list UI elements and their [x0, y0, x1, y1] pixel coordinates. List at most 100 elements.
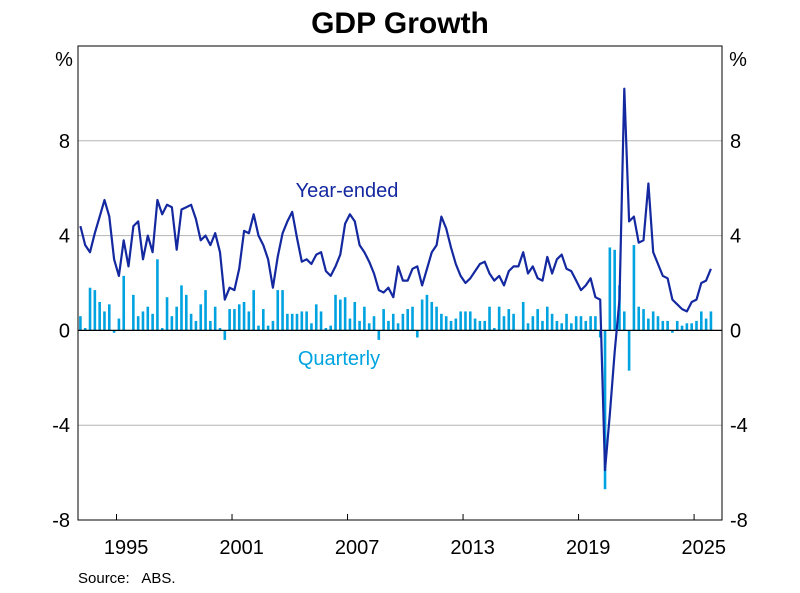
- series-label-quarterly: Quarterly: [298, 348, 380, 370]
- quarterly-bar: [165, 297, 169, 331]
- x-tick-label: 2025: [681, 537, 726, 559]
- quarterly-bar: [473, 318, 477, 331]
- quarterly-bar: [223, 330, 227, 340]
- quarterly-bar: [209, 320, 212, 331]
- y-tick-label-left: -8: [52, 510, 70, 532]
- quarterly-bar: [574, 316, 578, 331]
- quarterly-bar: [93, 290, 97, 331]
- quarterly-bar: [401, 313, 405, 331]
- quarterly-bar: [622, 311, 626, 331]
- quarterly-bar: [449, 320, 453, 331]
- quarterly-bar: [117, 318, 121, 331]
- quarterly-bar: [536, 309, 539, 331]
- quarterly-bar: [348, 318, 352, 331]
- quarterly-bar: [334, 294, 337, 331]
- quarterly-bar: [440, 313, 443, 331]
- quarterly-bar: [411, 306, 414, 331]
- quarterly-bar: [685, 323, 689, 331]
- quarterly-bar: [675, 320, 679, 331]
- quarterly-bar: [156, 259, 159, 331]
- quarterly-bar: [594, 316, 597, 331]
- quarterly-bar: [671, 330, 674, 333]
- quarterly-bar: [565, 313, 568, 331]
- quarterly-bar: [627, 330, 631, 371]
- quarterly-bar: [526, 323, 530, 331]
- quarterly-bar: [194, 320, 198, 331]
- quarterly-bar: [199, 304, 203, 331]
- quarterly-bar: [637, 306, 641, 331]
- quarterly-bar: [425, 294, 429, 331]
- quarterly-bar: [276, 290, 280, 331]
- y-unit-right: %: [729, 49, 747, 71]
- quarterly-bar: [391, 313, 395, 331]
- quarterly-bar: [257, 325, 260, 331]
- quarterly-bar: [584, 320, 588, 331]
- chart-title: GDP Growth: [311, 7, 489, 40]
- quarterly-bar: [521, 301, 525, 331]
- gridlines: [78, 140, 722, 426]
- year-ended-line-group: [79, 87, 712, 472]
- quarterly-bar: [531, 316, 535, 331]
- quarterly-bar: [632, 245, 636, 331]
- series-label-year-ended: Year-ended: [296, 180, 399, 202]
- y-tick-label-right: 4: [730, 226, 741, 248]
- quarterly-bar: [545, 306, 549, 331]
- quarterly-bar: [339, 299, 342, 331]
- quarterly-bar: [560, 323, 564, 331]
- quarterly-bar: [396, 323, 400, 331]
- x-tick-label: 2013: [450, 537, 495, 559]
- quarterly-bar: [377, 330, 381, 340]
- quarterly-bar: [367, 323, 371, 331]
- quarterly-bar: [353, 301, 357, 331]
- x-tick-label: 2019: [566, 537, 611, 559]
- quarterly-bar: [690, 323, 693, 331]
- quarterly-bar: [550, 313, 554, 331]
- quarterly-bar: [647, 318, 650, 331]
- quarterly-bar: [478, 320, 482, 331]
- y-tick-label-left: 0: [59, 320, 70, 342]
- quarterly-bar: [266, 325, 270, 331]
- quarterly-bar: [300, 311, 304, 331]
- quarterly-bar: [555, 320, 559, 331]
- quarterly-bar: [79, 316, 82, 331]
- quarterly-bar: [468, 311, 472, 331]
- quarterly-bars: [79, 245, 713, 490]
- quarterly-bar: [281, 290, 284, 331]
- source-note: Source: ABS.: [78, 570, 176, 587]
- quarterly-bar: [680, 325, 684, 331]
- quarterly-bar: [430, 301, 434, 331]
- quarterly-bar: [700, 311, 703, 331]
- quarterly-bar: [290, 313, 294, 331]
- quarterly-bar: [98, 301, 101, 331]
- quarterly-bar: [358, 320, 361, 331]
- quarterly-bar: [319, 311, 323, 331]
- quarterly-bar: [324, 328, 328, 331]
- quarterly-bar: [488, 306, 491, 331]
- quarterly-bar: [464, 311, 467, 331]
- quarterly-bar: [136, 316, 140, 331]
- y-tick-label-right: 8: [730, 131, 741, 153]
- quarterly-bar: [372, 316, 376, 331]
- quarterly-bar: [656, 316, 660, 331]
- x-tick-label: 2001: [219, 537, 264, 559]
- year-ended-line: [79, 87, 712, 472]
- quarterly-bar: [406, 309, 410, 331]
- quarterly-bar: [603, 330, 607, 490]
- quarterly-bar: [218, 328, 222, 331]
- quarterly-bar: [295, 313, 299, 331]
- quarterly-bar: [184, 294, 188, 331]
- quarterly-bar: [704, 318, 708, 331]
- quarterly-bar: [420, 299, 424, 331]
- quarterly-bar: [314, 304, 318, 331]
- quarterly-bar: [493, 328, 496, 331]
- quarterly-bar: [613, 249, 616, 331]
- quarterly-bar: [541, 320, 544, 331]
- quarterly-bar: [435, 306, 438, 331]
- quarterly-bar: [570, 323, 573, 331]
- quarterly-bar: [416, 330, 419, 338]
- quarterly-bar: [175, 306, 178, 331]
- quarterly-bar: [695, 320, 698, 331]
- quarterly-bar: [103, 311, 106, 331]
- quarterly-bar: [252, 290, 255, 331]
